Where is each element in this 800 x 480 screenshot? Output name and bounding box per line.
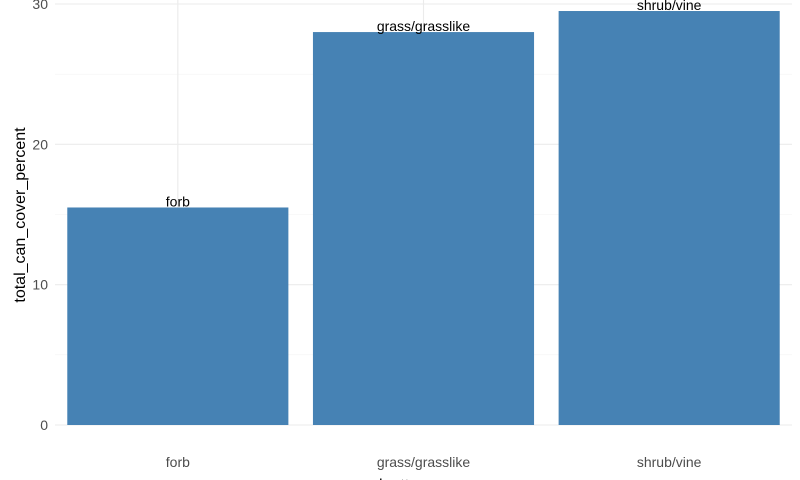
y-tick-label: 0: [40, 417, 48, 433]
bar-labels: forb grass/grasslike shrub/vine: [166, 0, 702, 209]
y-tick-label: 30: [32, 0, 48, 12]
x-tick-label: shrub/vine: [637, 454, 702, 470]
bar-2: [558, 11, 780, 426]
x-axis-ticks: forb grass/grasslike shrub/vine: [166, 454, 702, 470]
bar-label-0: forb: [166, 193, 190, 209]
bar-label-1: grass/grasslike: [377, 18, 471, 34]
y-tick-label: 10: [32, 277, 48, 293]
x-tick-label: forb: [166, 454, 190, 470]
bar-label-2: shrub/vine: [637, 0, 702, 13]
y-axis-title: total_can_cover_percent: [12, 127, 29, 303]
y-axis-ticks: 0 10 20 30: [32, 0, 48, 433]
x-tick-label: grass/grasslike: [377, 454, 471, 470]
bar-0: [67, 207, 289, 425]
bar-1: [312, 32, 535, 426]
y-tick-label: 20: [32, 136, 48, 152]
bars: [67, 11, 780, 426]
x-axis-title: planttypegroup: [370, 477, 476, 480]
